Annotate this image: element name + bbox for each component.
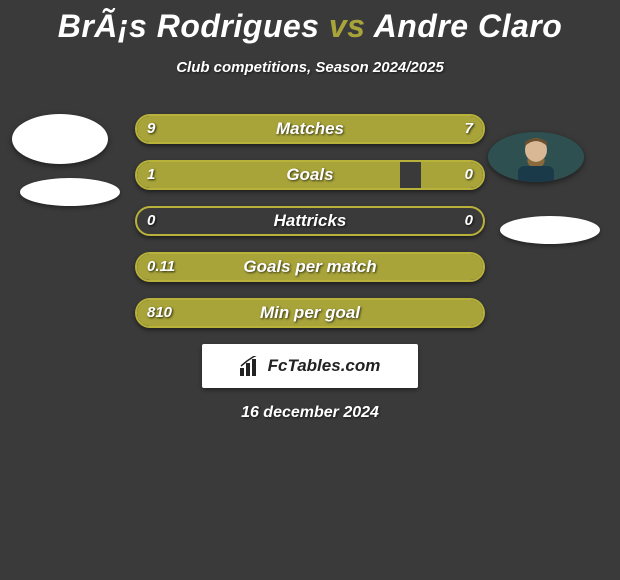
- stat-right-value: 0: [465, 208, 473, 234]
- stat-bars: 9 Matches 7 1 Goals 0 0 Hattricks 0 0.11…: [135, 114, 485, 328]
- branding-box: FcTables.com: [202, 344, 418, 388]
- player2-tag: [500, 216, 600, 244]
- stat-row-matches: 9 Matches 7: [135, 114, 485, 144]
- subtitle: Club competitions, Season 2024/2025: [0, 59, 620, 76]
- vs-text: vs: [329, 8, 366, 44]
- stat-right-value: 7: [465, 116, 473, 142]
- comparison-title: BrÃ¡s Rodrigues vs Andre Claro: [0, 0, 620, 45]
- stat-right-value: 0: [465, 162, 473, 188]
- player1-name: BrÃ¡s Rodrigues: [58, 8, 320, 44]
- player1-tag: [20, 178, 120, 206]
- stat-label: Goals per match: [137, 254, 483, 280]
- stat-label: Min per goal: [137, 300, 483, 326]
- bar-chart-icon: [240, 356, 262, 376]
- stat-label: Hattricks: [137, 208, 483, 234]
- stat-row-goals-per-match: 0.11 Goals per match: [135, 252, 485, 282]
- branding-text: FcTables.com: [268, 356, 381, 376]
- stat-row-min-per-goal: 810 Min per goal: [135, 298, 485, 328]
- stat-row-goals: 1 Goals 0: [135, 160, 485, 190]
- player2-name: Andre Claro: [374, 8, 563, 44]
- date-text: 16 december 2024: [0, 404, 620, 422]
- stat-row-hattricks: 0 Hattricks 0: [135, 206, 485, 236]
- stat-label: Goals: [137, 162, 483, 188]
- stat-label: Matches: [137, 116, 483, 142]
- player1-avatar: [12, 114, 108, 164]
- player2-avatar: [488, 132, 584, 182]
- main-area: 9 Matches 7 1 Goals 0 0 Hattricks 0 0.11…: [0, 114, 620, 422]
